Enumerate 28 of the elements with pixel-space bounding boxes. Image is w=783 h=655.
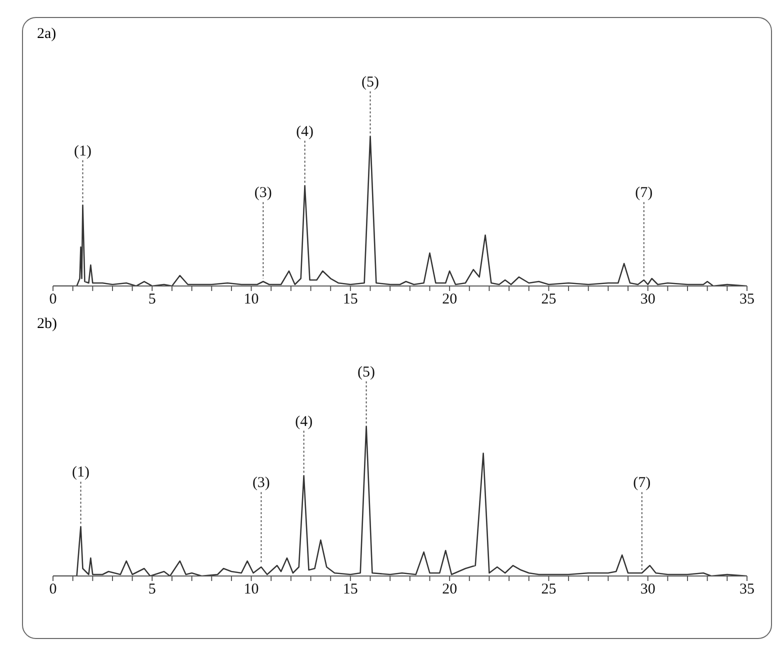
annotation: (4)	[296, 124, 314, 140]
x-tick-label: 10	[244, 582, 259, 598]
annotation: (5)	[362, 74, 380, 90]
annotation: (3)	[254, 185, 272, 202]
x-tick-label: 20	[442, 582, 458, 598]
annotation: (3)	[252, 475, 270, 492]
x-tick-label: 15	[342, 292, 358, 308]
x-tick-label: 15	[342, 582, 358, 598]
x-tick-label: 0	[49, 292, 57, 308]
x-tick-label: 0	[49, 582, 57, 598]
x-tick-label: 20	[442, 292, 458, 308]
x-tick-label: 5	[148, 292, 156, 308]
annotation: (1)	[74, 143, 92, 160]
x-tick-label: 30	[640, 292, 656, 308]
annotation: (7)	[633, 475, 651, 492]
x-tick-label: 25	[541, 292, 556, 308]
x-tick-label: 5	[148, 582, 156, 598]
annotation: (4)	[295, 414, 313, 430]
annotation: (5)	[358, 364, 376, 380]
annotation: (7)	[635, 185, 653, 202]
chart-title: 2b)	[36, 316, 58, 334]
x-tick-label: 30	[640, 582, 656, 598]
x-tick-label: 25	[541, 582, 556, 598]
x-tick-label: 10	[244, 292, 259, 308]
x-tick-label: 35	[740, 292, 754, 308]
x-tick-label: 35	[740, 582, 754, 598]
chart-title: 2a)	[36, 26, 58, 44]
annotation: (1)	[72, 464, 90, 481]
